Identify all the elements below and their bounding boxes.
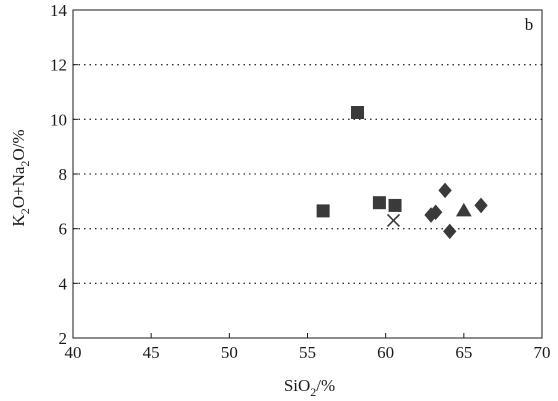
y-axis-label-mid: O+Na [9,166,28,208]
grid-lines [73,64,542,284]
diamond-marker-3 [424,207,438,223]
y-tick-label-12: 12 [50,56,67,75]
x-tick-label-50: 50 [221,343,238,362]
x-axis-label-subscript: 2 [310,385,316,399]
x-tick-label-55: 55 [299,343,316,362]
square-marker-3 [372,196,386,210]
diamond-marker-1 [438,182,452,199]
data-markers [316,106,488,240]
square-marker-2 [316,204,330,218]
y-tick-label-4: 4 [59,274,68,293]
cross-marker-1 [386,213,401,228]
axis-ticks: 40 45 50 55 60 65 70 2 4 6 8 10 12 14 [50,1,551,362]
square-marker-1 [351,106,365,119]
x-tick-label-45: 45 [143,343,160,362]
square-marker-4 [388,198,402,212]
y-axis-label-sub-2: 2 [18,161,32,167]
x-tick-label-60: 60 [377,343,394,362]
y-tick-label-6: 6 [59,220,68,239]
x-axis-label: SiO2/% [284,376,335,399]
y-axis-label: K2O+Na2O/% [9,129,32,226]
x-axis-label-unit: /% [316,376,335,395]
plot-frame [72,9,543,339]
panel-label: b [525,15,534,34]
y-tick-label-10: 10 [50,110,67,129]
diamond-marker-4 [443,223,457,240]
y-tick-label-2: 2 [59,329,68,348]
y-axis-label-k: K [9,214,28,227]
x-tick-label-40: 40 [65,343,82,362]
triangle-marker-1 [455,202,472,217]
x-tick-label-70: 70 [534,343,551,362]
y-tick-label-8: 8 [59,165,68,184]
diamond-marker-5 [474,197,488,214]
y-axis-label-sub-1: 2 [18,208,32,214]
x-axis-label-base: SiO [284,376,310,395]
y-axis-label-unit: O/% [9,129,28,160]
x-tick-label-65: 65 [455,343,472,362]
y-tick-label-14: 14 [50,1,68,20]
